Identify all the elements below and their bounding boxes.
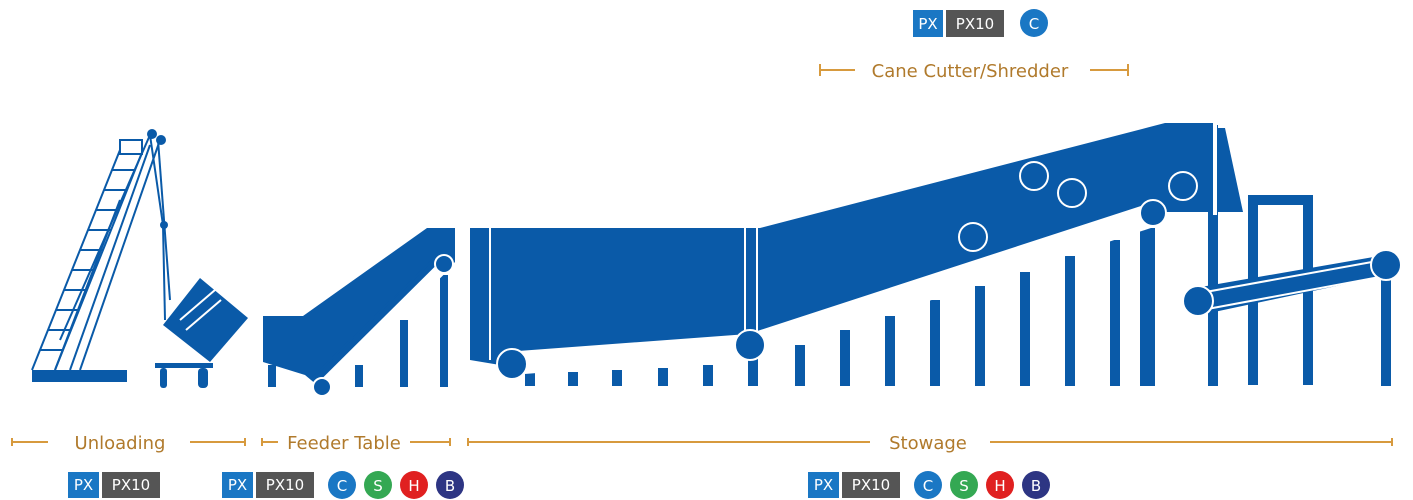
crane-pulley (160, 221, 168, 229)
feeder-table-badges: PX PX10 C S H B (222, 471, 464, 499)
feeder-table-label: Feeder Table (261, 433, 451, 454)
stowage-badges: PX PX10 C S H B (808, 471, 1050, 499)
crane-pulley (156, 135, 166, 145)
discharge-conveyor (1182, 195, 1402, 386)
c-badge-text: C (923, 477, 933, 495)
px-badge-text: PX (74, 476, 93, 494)
feeder-table (263, 228, 455, 397)
px-badge (68, 472, 99, 498)
cane-cutter-label: Cane Cutter/Shredder (819, 61, 1129, 82)
cane-cutter-title: Cane Cutter/Shredder (872, 61, 1069, 82)
unloading-badges: PX PX10 (68, 472, 160, 498)
px-badge (913, 10, 943, 37)
h-badge-text: H (408, 477, 419, 495)
px10-badge (256, 472, 314, 498)
unloading-label: Unloading (11, 433, 246, 454)
px10-badge-text: PX10 (266, 476, 304, 494)
c-badge-text: C (337, 477, 347, 495)
px-badge-text: PX (918, 15, 937, 33)
px10-badge (946, 10, 1004, 37)
stowage-conveyor (470, 123, 1243, 386)
s-badge (950, 471, 978, 499)
b-badge (436, 471, 464, 499)
c-badge (914, 471, 942, 499)
c-badge (1020, 9, 1048, 37)
px10-badge-text: PX10 (852, 476, 890, 494)
px10-badge-text: PX10 (956, 15, 994, 33)
feeder-table-title: Feeder Table (287, 433, 401, 454)
crane-pulley (147, 129, 157, 139)
b-badge (1022, 471, 1050, 499)
b-badge-text: B (445, 477, 455, 495)
h-badge (986, 471, 1014, 499)
px10-badge (842, 472, 900, 498)
h-badge-text: H (994, 477, 1005, 495)
cane-cutter-badges: PX PX10 C (913, 9, 1048, 37)
unloading-cart (155, 278, 248, 388)
px-badge (808, 472, 839, 498)
h-badge (400, 471, 428, 499)
unloading-title: Unloading (75, 433, 166, 454)
b-badge-text: B (1031, 477, 1041, 495)
stowage-title: Stowage (889, 433, 967, 454)
s-badge-text: S (959, 477, 969, 495)
px-badge-text: PX (228, 476, 247, 494)
s-badge (364, 471, 392, 499)
c-badge-text: C (1029, 15, 1039, 33)
px10-badge-text: PX10 (112, 476, 150, 494)
s-badge-text: S (373, 477, 383, 495)
stowage-label: Stowage (467, 433, 1393, 454)
px-badge (222, 472, 253, 498)
px10-badge (102, 472, 160, 498)
unloading-crane (31, 134, 171, 382)
px-badge-text: PX (814, 476, 833, 494)
c-badge (328, 471, 356, 499)
